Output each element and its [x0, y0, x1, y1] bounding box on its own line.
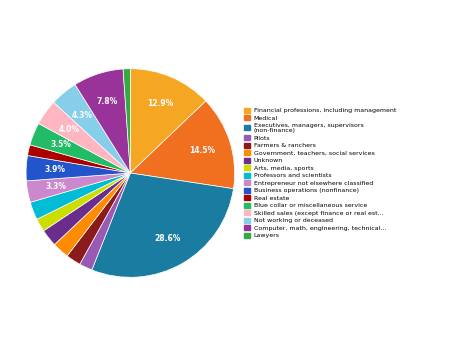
Wedge shape: [80, 173, 130, 270]
Wedge shape: [27, 145, 130, 173]
Wedge shape: [27, 173, 130, 202]
Wedge shape: [55, 173, 130, 256]
Legend: Financial professions, including management, Medical, Executives, managers, supe: Financial professions, including managem…: [243, 106, 397, 240]
Wedge shape: [30, 124, 130, 173]
Wedge shape: [30, 173, 130, 219]
Text: 4.3%: 4.3%: [72, 111, 93, 120]
Wedge shape: [75, 69, 130, 173]
Wedge shape: [130, 69, 206, 173]
Text: 7.8%: 7.8%: [97, 97, 118, 106]
Wedge shape: [26, 155, 130, 181]
Text: 4.0%: 4.0%: [59, 125, 80, 134]
Text: 12.9%: 12.9%: [147, 99, 173, 109]
Text: 3.5%: 3.5%: [50, 140, 71, 149]
Wedge shape: [44, 173, 130, 245]
Text: 3.9%: 3.9%: [45, 165, 66, 174]
Wedge shape: [37, 173, 130, 231]
Text: 14.5%: 14.5%: [189, 146, 215, 155]
Text: 3.3%: 3.3%: [46, 182, 67, 191]
Wedge shape: [92, 173, 233, 277]
Wedge shape: [54, 84, 130, 173]
Wedge shape: [130, 101, 235, 189]
Text: 28.6%: 28.6%: [155, 234, 181, 243]
Wedge shape: [123, 69, 130, 173]
Wedge shape: [67, 173, 130, 264]
Wedge shape: [38, 102, 130, 173]
